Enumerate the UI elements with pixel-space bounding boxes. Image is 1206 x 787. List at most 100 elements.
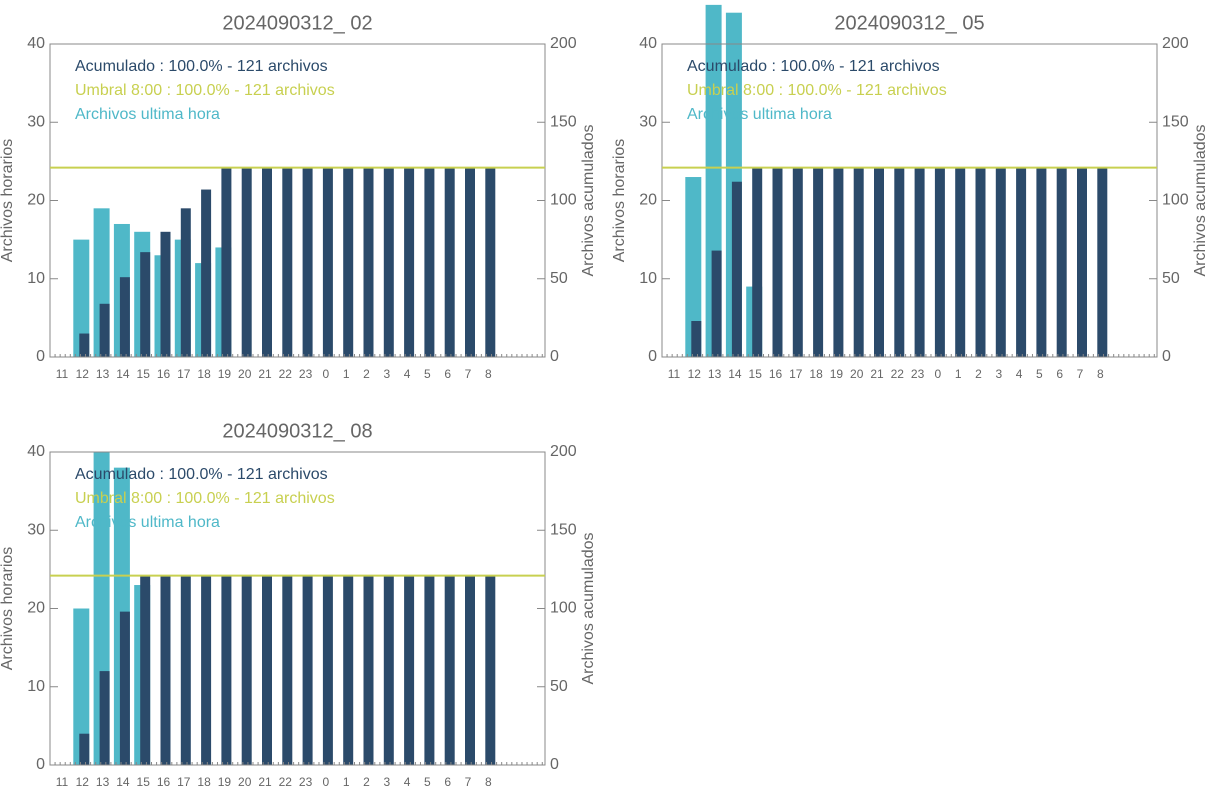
cumulative-bar (99, 671, 110, 765)
cumulative-bar (343, 575, 354, 765)
x-tick-label: 23 (299, 775, 313, 787)
cumulative-bar (424, 167, 435, 357)
cumulative-bar (772, 167, 783, 357)
cumulative-bar (322, 167, 333, 357)
y2-tick-label: 50 (1162, 270, 1180, 287)
legend-entry: Umbral 8:00 : 100.0% - 121 archivos (75, 82, 335, 99)
x-tick-label: 16 (157, 775, 171, 787)
x-tick-label: 15 (749, 367, 763, 381)
y-tick-label: 10 (27, 678, 45, 695)
x-tick-label: 8 (485, 367, 492, 381)
x-tick-label: 5 (1036, 367, 1043, 381)
x-tick-label: 12 (76, 775, 90, 787)
x-tick-label: 5 (424, 367, 431, 381)
cumulative-bar (140, 575, 151, 765)
y-axis-label: Archivos horarios (611, 139, 628, 263)
cumulative-bar (241, 575, 252, 765)
y-tick-label: 10 (639, 270, 657, 287)
cumulative-bar (119, 611, 130, 765)
cumulative-bar (282, 575, 293, 765)
x-tick-label: 22 (279, 775, 293, 787)
legend-entry: Umbral 8:00 : 100.0% - 121 archivos (75, 490, 335, 507)
cumulative-bar (79, 333, 90, 357)
x-tick-label: 7 (465, 775, 472, 787)
x-tick-label: 23 (299, 367, 313, 381)
cumulative-bar (201, 575, 212, 765)
cumulative-bar (955, 167, 966, 357)
x-tick-label: 15 (137, 367, 151, 381)
y-axis-label: Archivos horarios (0, 139, 16, 263)
cumulative-bar (99, 303, 110, 357)
x-tick-label: 12 (76, 367, 90, 381)
cumulative-bar (363, 575, 374, 765)
x-tick-label: 11 (668, 367, 681, 381)
y-tick-label: 30 (27, 521, 45, 538)
y-tick-label: 20 (27, 192, 45, 209)
x-tick-label: 2 (363, 775, 370, 787)
x-tick-label: 22 (279, 367, 293, 381)
y2-axis-label: Archivos acumulados (580, 532, 597, 684)
x-tick-label: 22 (891, 367, 905, 381)
x-tick-label: 13 (96, 775, 110, 787)
cumulative-bar (691, 321, 702, 357)
cumulative-bar (221, 167, 232, 357)
cumulative-bar (465, 167, 475, 357)
x-tick-label: 8 (485, 775, 492, 787)
x-tick-label: 12 (688, 367, 702, 381)
y-axis-label: Archivos horarios (0, 547, 16, 671)
x-tick-label: 7 (465, 367, 472, 381)
x-tick-label: 15 (137, 775, 151, 787)
y-tick-label: 30 (639, 113, 657, 130)
x-tick-label: 0 (323, 367, 330, 381)
x-tick-label: 3 (383, 775, 390, 787)
x-tick-label: 7 (1077, 367, 1084, 381)
x-tick-label: 19 (218, 775, 232, 787)
legend-entry: Archivos ultima hora (75, 514, 220, 531)
y2-tick-label: 150 (550, 521, 577, 538)
y-tick-label: 40 (27, 443, 45, 460)
x-tick-label: 1 (343, 367, 350, 381)
chart-title: 2024090312_ 05 (834, 12, 984, 34)
cumulative-bar (282, 167, 293, 357)
y2-axis-label: Archivos acumulados (580, 124, 597, 276)
x-tick-label: 13 (708, 367, 722, 381)
cumulative-bar (792, 167, 803, 357)
x-tick-label: 0 (935, 367, 942, 381)
cumulative-bar (201, 189, 212, 357)
cumulative-bar (343, 167, 354, 357)
cumulative-bar (404, 167, 415, 357)
cumulative-bar (180, 575, 191, 765)
hourly-bar (73, 608, 90, 765)
y-tick-label: 30 (27, 113, 45, 130)
legend-entry: Archivos ultima hora (687, 106, 832, 123)
x-tick-label: 14 (116, 775, 130, 787)
x-tick-label: 23 (911, 367, 925, 381)
y2-tick-label: 0 (550, 756, 559, 773)
cumulative-bar (914, 167, 925, 357)
y-tick-label: 0 (648, 348, 657, 365)
x-tick-label: 18 (197, 775, 211, 787)
cumulative-bar (160, 231, 171, 357)
cumulative-bar (262, 575, 272, 765)
y2-tick-label: 200 (550, 35, 577, 52)
x-tick-label: 11 (56, 367, 69, 381)
cumulative-bar (874, 167, 884, 357)
x-tick-label: 3 (995, 367, 1002, 381)
x-tick-label: 20 (238, 775, 252, 787)
cumulative-bar (1077, 167, 1087, 357)
x-tick-label: 20 (238, 367, 252, 381)
y-tick-label: 10 (27, 270, 45, 287)
legend-entry: Umbral 8:00 : 100.0% - 121 archivos (687, 82, 947, 99)
y2-tick-label: 100 (1162, 192, 1189, 209)
y-tick-label: 40 (639, 35, 657, 52)
x-tick-label: 16 (769, 367, 783, 381)
cumulative-bar (485, 167, 496, 357)
x-tick-label: 1 (343, 775, 350, 787)
hourly-bar (685, 177, 702, 357)
y2-tick-label: 100 (550, 192, 577, 209)
x-tick-label: 5 (424, 775, 431, 787)
x-tick-label: 21 (258, 775, 272, 787)
x-tick-label: 11 (56, 775, 69, 787)
cumulative-bar (404, 575, 415, 765)
